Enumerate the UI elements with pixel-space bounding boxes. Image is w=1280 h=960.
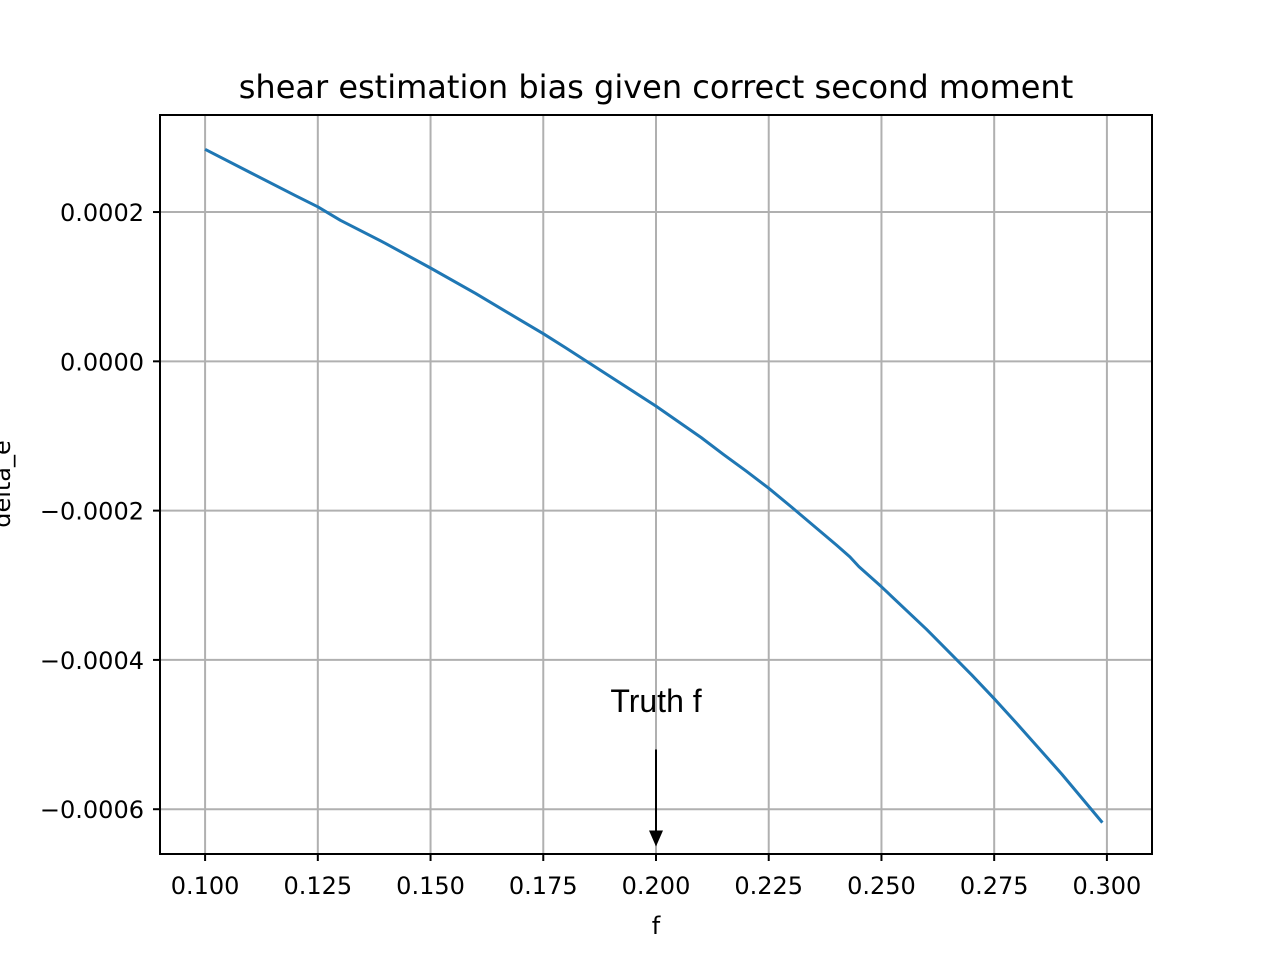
y-tick-label: −0.0002 — [40, 498, 144, 526]
x-tick-label: 0.250 — [847, 872, 916, 900]
x-tick-label: 0.300 — [1073, 872, 1142, 900]
grid-lines — [160, 115, 1152, 854]
x-tick-label: 0.225 — [734, 872, 803, 900]
x-tick-label: 0.125 — [283, 872, 352, 900]
y-tick-label: 0.0000 — [60, 348, 144, 376]
y-tick-label: 0.0002 — [60, 199, 144, 227]
y-tick-label: −0.0004 — [40, 647, 144, 675]
y-tick-label: −0.0006 — [40, 796, 144, 824]
x-tick-label: 0.175 — [509, 872, 578, 900]
x-axis-label: f — [652, 912, 661, 940]
y-axis-ticks: 0.0002 0.0000 −0.0002 −0.0004 −0.0006 — [40, 199, 160, 824]
annotation-label: Truth f — [610, 683, 701, 719]
y-axis-label: delta_e — [0, 440, 16, 528]
x-tick-label: 0.150 — [396, 872, 465, 900]
x-tick-label: 0.100 — [171, 872, 240, 900]
chart-title: shear estimation bias given correct seco… — [239, 68, 1074, 106]
annotation-arrow-head — [649, 830, 663, 847]
series-line — [204, 147, 1104, 824]
x-tick-label: 0.275 — [960, 872, 1029, 900]
annotation-layer: Truth f — [610, 683, 702, 847]
x-axis-ticks: 0.100 0.125 0.150 0.175 0.200 0.225 0.250 0.275… — [171, 854, 1142, 900]
series-layer — [204, 147, 1104, 824]
x-tick-label: 0.200 — [622, 872, 691, 900]
